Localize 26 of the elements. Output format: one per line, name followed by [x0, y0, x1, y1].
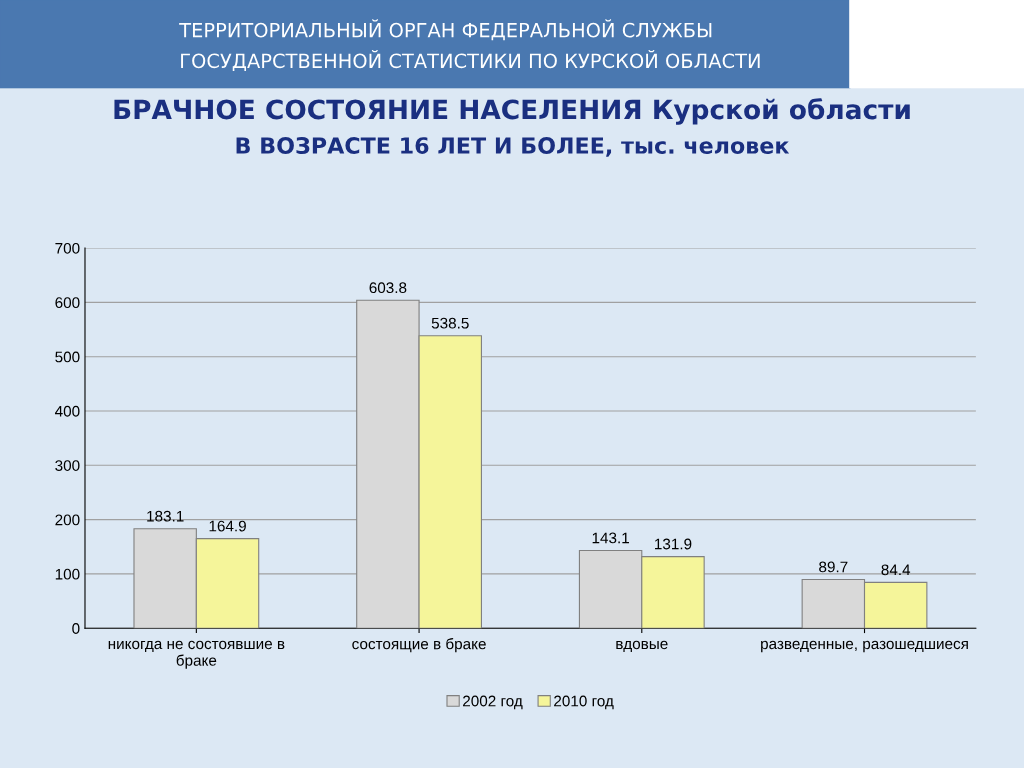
y-tick-label: 300	[55, 460, 80, 471]
data-label: 538.5	[431, 317, 469, 329]
data-label: 84.4	[881, 564, 911, 576]
x-tick-label: никогда не состоявшие в браке	[108, 640, 285, 669]
y-tick-label: 200	[55, 514, 80, 526]
legend-label: 2010 год	[554, 695, 614, 710]
data-label: 89.7	[819, 561, 848, 573]
chart-title: БРАЧНОЕ СОСТОЯНИЕ НАСЕЛЕНИЯ Курской области	[114, 98, 910, 125]
x-tick-label: вдовые	[616, 640, 668, 653]
y-tick-label: 700	[55, 242, 80, 254]
y-tick-label: 0	[72, 623, 80, 634]
data-label: 143.1	[592, 532, 629, 544]
y-tick-label: 100	[55, 568, 80, 580]
x-tick-label: разведенные, разошедшиеся	[761, 640, 968, 653]
chart-subtitle: В ВОЗРАСТЕ 16 ЛЕТ И БОЛЕЕ, тыс. человек	[236, 137, 790, 157]
data-label: 131.9	[655, 538, 692, 550]
data-label: 164.9	[209, 520, 246, 532]
y-tick-label: 600	[55, 297, 80, 309]
legend-label: 2002 год	[463, 695, 523, 710]
y-tick-label: 500	[55, 351, 80, 363]
text: ГОСУДАРСТВЕННОЙ СТАТИСТИКИ ПО КУРСКОЙ ОБЛАСТИ	[181, 49, 760, 71]
y-tick-label: 400	[54, 405, 80, 417]
text: ТЕРРИТОРИАЛЬНЫЙ ОРГАН ФЕДЕРАЛЬНОЙ СЛУЖБЫ	[179, 19, 712, 41]
data-label: 603.8	[369, 282, 407, 294]
data-label: 183.1	[147, 510, 184, 522]
x-tick-label: состоящие в браке	[352, 637, 486, 653]
